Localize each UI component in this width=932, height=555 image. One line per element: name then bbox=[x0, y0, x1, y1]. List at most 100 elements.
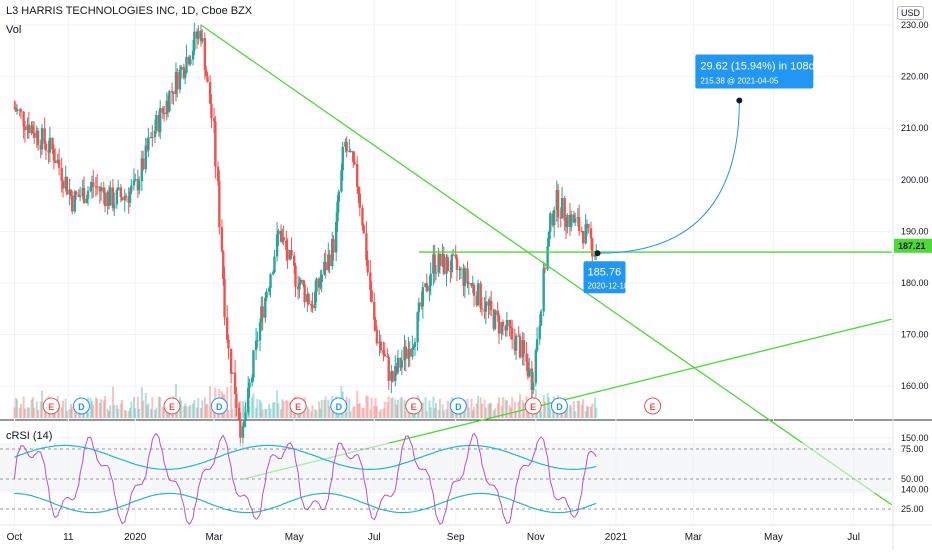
candle-body bbox=[459, 268, 463, 270]
candle-body bbox=[455, 257, 459, 270]
volume-bar bbox=[513, 401, 516, 418]
candle-body bbox=[411, 347, 414, 357]
candle-body bbox=[13, 107, 16, 109]
volume-bar bbox=[268, 403, 271, 418]
volume-bar bbox=[30, 399, 33, 418]
candle-body bbox=[399, 357, 402, 368]
volume-bar bbox=[320, 399, 323, 418]
candle-body bbox=[239, 419, 242, 438]
volume-bar bbox=[290, 410, 293, 418]
candle-body bbox=[417, 302, 421, 313]
volume-bar bbox=[501, 397, 504, 418]
volume-bar bbox=[420, 402, 423, 418]
volume-bar bbox=[130, 401, 133, 418]
candle-body bbox=[547, 231, 551, 247]
candle-body bbox=[68, 189, 71, 195]
candle-body bbox=[140, 158, 144, 181]
candle-body bbox=[120, 197, 124, 201]
volume-bar bbox=[127, 410, 130, 418]
candle-body bbox=[434, 272, 438, 274]
volume-bar bbox=[227, 409, 230, 418]
volume-bar bbox=[496, 403, 499, 418]
volume-bar bbox=[44, 409, 47, 418]
volume-bar bbox=[433, 408, 436, 418]
volume-bar bbox=[100, 399, 103, 418]
candle-body bbox=[386, 356, 389, 358]
volume-bar bbox=[311, 405, 314, 418]
volume-bar bbox=[180, 400, 183, 418]
candle-body bbox=[115, 189, 119, 205]
price-tick-label: 200.00 bbox=[901, 175, 929, 185]
candle-body bbox=[450, 254, 453, 273]
candle-body bbox=[396, 357, 400, 373]
candle-body bbox=[27, 124, 31, 134]
candle-body bbox=[43, 128, 46, 144]
candle-body bbox=[328, 254, 331, 267]
volume-bar bbox=[467, 407, 470, 418]
volume-bar bbox=[356, 390, 359, 418]
volume-bar bbox=[277, 403, 280, 418]
candle-body bbox=[549, 213, 552, 232]
volume-bar bbox=[235, 409, 238, 418]
volume-bar bbox=[324, 396, 327, 418]
volume-bar bbox=[479, 397, 482, 418]
candle-body bbox=[585, 223, 589, 225]
candle-body bbox=[18, 109, 21, 111]
volume-bar bbox=[210, 410, 213, 418]
event-marker-label: D bbox=[216, 402, 223, 412]
volume-bar bbox=[437, 410, 440, 418]
volume-bar bbox=[39, 401, 42, 418]
volume-bar bbox=[121, 399, 124, 418]
volume-bar bbox=[289, 401, 292, 418]
candle-body bbox=[564, 220, 568, 228]
candle-body bbox=[432, 254, 435, 274]
candle-body bbox=[107, 191, 111, 206]
volume-bar bbox=[390, 397, 393, 418]
volume-bar bbox=[446, 400, 449, 418]
candle-body bbox=[199, 30, 203, 42]
candle-body bbox=[458, 269, 461, 271]
volume-bar bbox=[378, 411, 381, 418]
candle-body bbox=[538, 325, 541, 340]
candle-body bbox=[281, 237, 284, 242]
volume-bar bbox=[314, 409, 317, 418]
volume-bar bbox=[109, 405, 112, 418]
candle-body bbox=[563, 197, 566, 221]
volume-bar bbox=[193, 400, 196, 418]
candle-body bbox=[170, 91, 174, 93]
candle-body bbox=[488, 300, 492, 306]
volume-bar bbox=[425, 411, 428, 418]
volume-bar bbox=[540, 410, 543, 418]
candle-body bbox=[189, 59, 192, 65]
event-marker bbox=[644, 397, 662, 415]
candle-body bbox=[466, 268, 469, 284]
candle-body bbox=[244, 412, 247, 420]
candle-body bbox=[513, 339, 516, 351]
time-tick-label: May bbox=[764, 532, 783, 543]
candle-body bbox=[584, 224, 587, 244]
candle-body bbox=[577, 217, 581, 232]
candle-body bbox=[225, 317, 229, 340]
candle-body bbox=[260, 306, 263, 323]
volume-bar bbox=[280, 409, 283, 418]
volume-bar bbox=[83, 410, 86, 418]
event-marker-label: D bbox=[78, 402, 85, 412]
volume-bar bbox=[96, 398, 99, 418]
event-marker-label: E bbox=[169, 402, 175, 412]
start-date-label: 2020-12-18 bbox=[588, 281, 629, 290]
event-marker-label: E bbox=[295, 402, 301, 412]
volume-bar bbox=[71, 406, 74, 418]
volume-bar bbox=[403, 399, 406, 418]
volume-bar bbox=[407, 410, 410, 418]
candle-body bbox=[285, 240, 288, 250]
volume-bar bbox=[584, 411, 587, 418]
currency-badge[interactable]: USD bbox=[896, 6, 924, 20]
event-marker bbox=[449, 397, 467, 415]
candle-body bbox=[366, 260, 369, 273]
volume-bar bbox=[587, 406, 590, 418]
volume-bar bbox=[165, 409, 168, 418]
volume-bar bbox=[361, 407, 364, 418]
price-tick-label: 210.00 bbox=[901, 123, 929, 133]
volume-bar bbox=[16, 399, 19, 418]
